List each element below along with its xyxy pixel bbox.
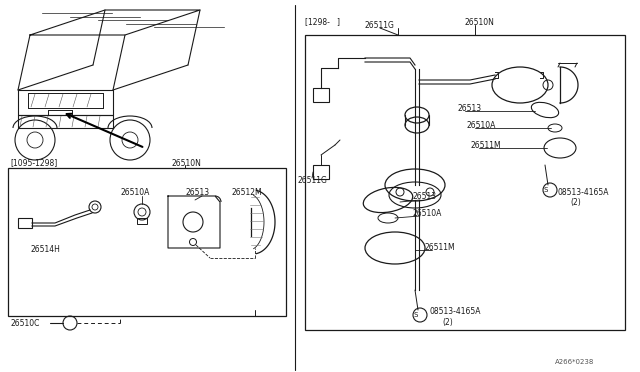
Text: S: S [414, 312, 418, 318]
Bar [18, 218, 32, 228]
Bar [8, 168, 286, 316]
Bar [313, 165, 329, 179]
Text: 26513: 26513 [458, 103, 482, 112]
Text: 08513-4165A: 08513-4165A [430, 308, 481, 317]
Text: [1298-   ]: [1298- ] [305, 17, 340, 26]
Text: 26511M: 26511M [425, 243, 456, 251]
Text: [1095-1298]: [1095-1298] [10, 158, 57, 167]
Text: 26513: 26513 [185, 187, 209, 196]
Text: 26511M: 26511M [471, 141, 502, 150]
Text: 26511G: 26511G [365, 20, 395, 29]
Text: 26511G: 26511G [298, 176, 328, 185]
Text: (2): (2) [570, 198, 580, 206]
Bar [305, 35, 625, 330]
Text: 26514H: 26514H [30, 246, 60, 254]
Bar [137, 218, 147, 224]
Text: (2): (2) [442, 317, 452, 327]
Bar [313, 88, 329, 102]
Text: 26510A: 26510A [413, 208, 442, 218]
Text: 26513: 26513 [413, 192, 437, 201]
Text: 26510N: 26510N [172, 158, 202, 167]
Text: 26510N: 26510N [465, 17, 495, 26]
Text: 26510C: 26510C [10, 318, 40, 327]
Text: 26510A: 26510A [467, 121, 497, 129]
Text: A266*0238: A266*0238 [555, 359, 595, 365]
Text: 26510A: 26510A [120, 187, 149, 196]
Text: 08513-4165A: 08513-4165A [558, 187, 609, 196]
Text: 26512M: 26512M [232, 187, 262, 196]
Text: S: S [544, 187, 548, 193]
